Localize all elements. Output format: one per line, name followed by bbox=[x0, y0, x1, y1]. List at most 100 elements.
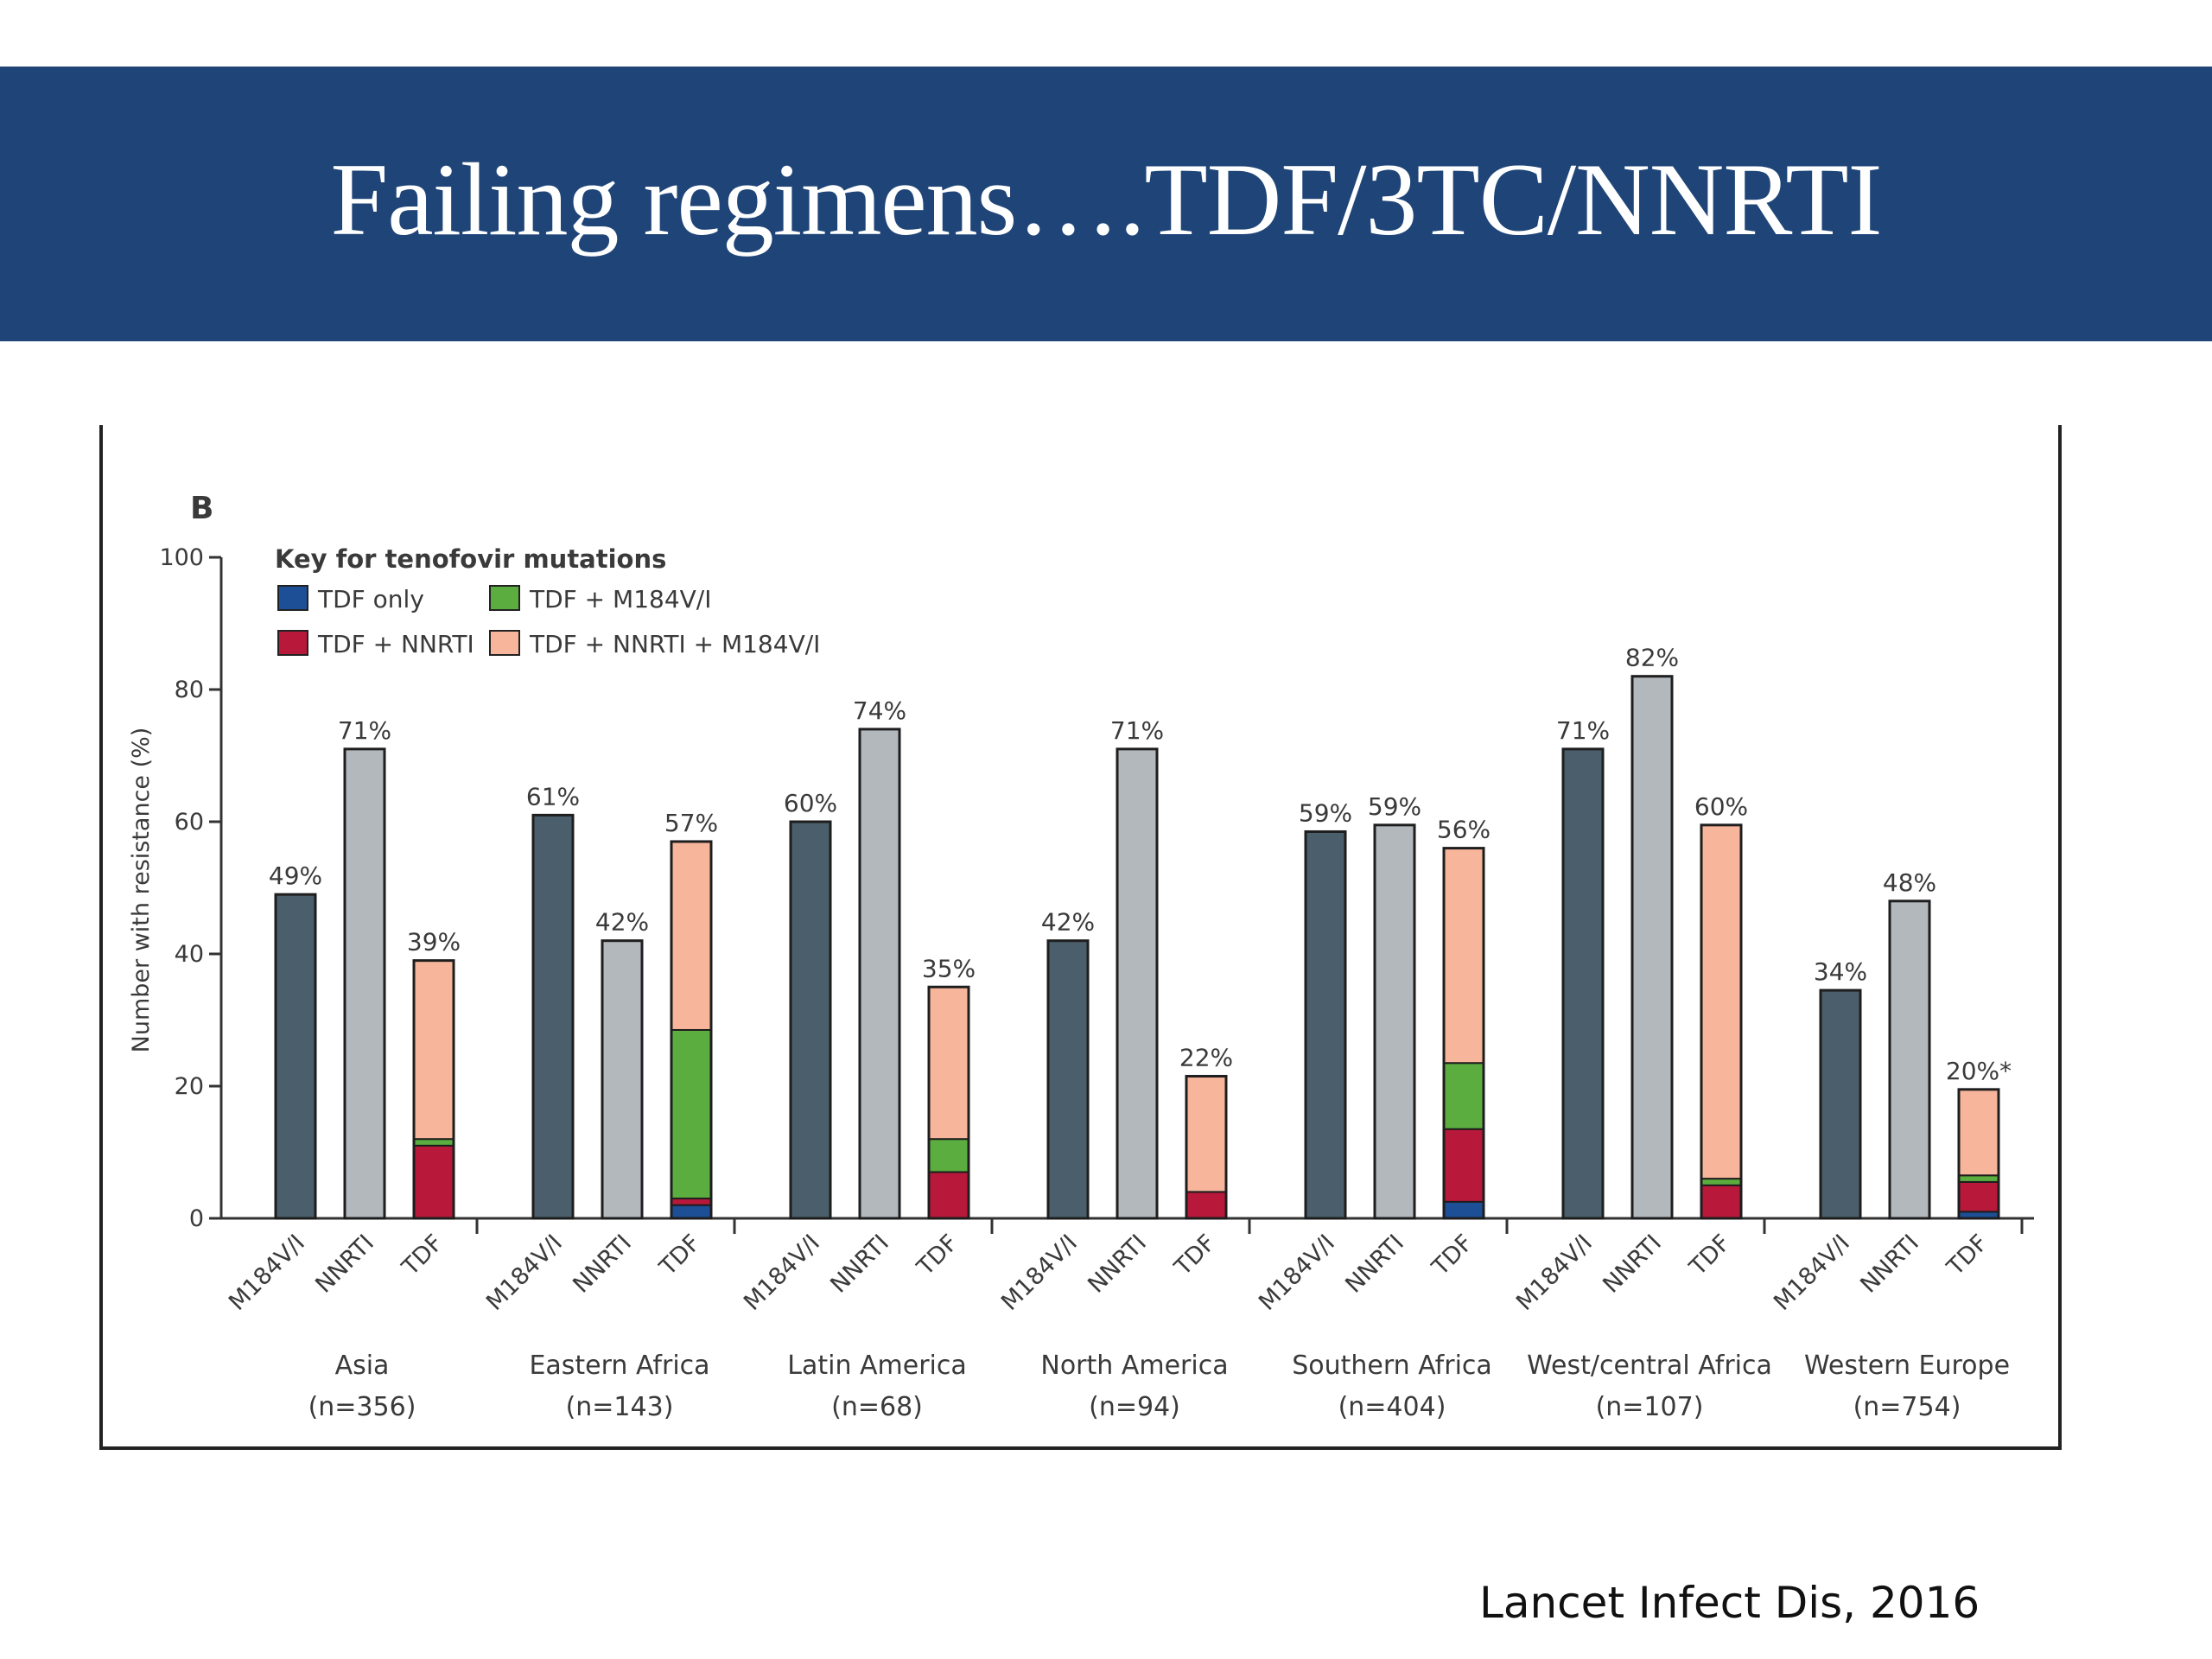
labels: 49%71%39%M184V/I NNRTI TDFAsia(n=356)61%42… bbox=[224, 644, 2012, 1422]
bar-nnrti bbox=[1888, 899, 1931, 1220]
x-category-label: NNRTI bbox=[310, 1230, 379, 1299]
x-category-label: NNRTI bbox=[1855, 1230, 1924, 1299]
bar-tdf-outline bbox=[670, 840, 713, 1220]
bar-tdf-segment bbox=[1443, 847, 1484, 1065]
bar-tdf-segment bbox=[671, 1198, 712, 1206]
bar-value-label: 71% bbox=[1110, 716, 1164, 745]
legend-label-tdf-m184: TDF + M184V/I bbox=[529, 585, 711, 613]
legend-swatch-tdf-nnrti-m184 bbox=[489, 630, 520, 656]
x-category-label: M184V/I bbox=[996, 1230, 1083, 1316]
bar-tdf-segment bbox=[413, 1144, 454, 1219]
group-n-label: (n=94) bbox=[1089, 1392, 1180, 1422]
bar-tdf-segment bbox=[671, 1204, 712, 1219]
panel-label: B bbox=[190, 491, 213, 526]
bar-m184 bbox=[1046, 939, 1090, 1220]
bar-value-label: 74% bbox=[853, 696, 906, 725]
group-name-label: Asia bbox=[335, 1351, 390, 1381]
group-name-label: Eastern Africa bbox=[529, 1351, 709, 1381]
bar-value-label: 57% bbox=[664, 809, 718, 837]
legend-swatch-tdf-m184 bbox=[489, 585, 520, 611]
x-category-label: TDF bbox=[654, 1230, 706, 1281]
bar-m184 bbox=[1561, 747, 1605, 1220]
x-category-label: TDF bbox=[912, 1230, 963, 1281]
bars bbox=[274, 675, 2000, 1220]
bar-m184 bbox=[1304, 830, 1347, 1220]
x-category-label: TDF bbox=[1427, 1230, 1478, 1281]
bar-m184 bbox=[1819, 988, 1862, 1220]
bar-tdf-segment bbox=[413, 1138, 454, 1147]
x-category-label: M184V/I bbox=[1511, 1230, 1598, 1316]
bar-tdf-segment bbox=[1700, 823, 1742, 1180]
y-tick-label: 20 bbox=[175, 1073, 204, 1100]
group-n-label: (n=68) bbox=[831, 1392, 923, 1422]
group-name-label: West/central Africa bbox=[1527, 1351, 1772, 1381]
bar-value-label: 22% bbox=[1179, 1044, 1233, 1072]
bar-tdf-segment bbox=[1958, 1180, 1999, 1213]
bar-tdf-segment bbox=[928, 986, 969, 1141]
bar-value-label: 60% bbox=[1694, 792, 1748, 821]
x-category-label: NNRTI bbox=[1340, 1230, 1409, 1299]
y-tick-label: 100 bbox=[159, 544, 204, 571]
group-n-label: (n=356) bbox=[308, 1392, 416, 1422]
x-category-label: M184V/I bbox=[224, 1230, 310, 1316]
y-tick-label: 0 bbox=[189, 1205, 204, 1232]
bar-m184 bbox=[274, 893, 317, 1220]
bar-tdf-segment bbox=[1958, 1174, 1999, 1183]
group-n-label: (n=107) bbox=[1596, 1392, 1704, 1422]
x-category-label: NNRTI bbox=[825, 1230, 894, 1299]
bar-tdf-outline bbox=[1442, 847, 1485, 1220]
bar-tdf-outline bbox=[1957, 1088, 2000, 1220]
bar-tdf-segment bbox=[1443, 1062, 1484, 1130]
bar-nnrti bbox=[601, 939, 644, 1220]
bar-value-label: 42% bbox=[595, 908, 649, 937]
x-category-label: TDF bbox=[1169, 1230, 1221, 1281]
group-name-label: North America bbox=[1040, 1351, 1228, 1381]
legend-label-tdf-nnrti: TDF + NNRTI bbox=[317, 630, 474, 658]
bar-tdf-segment bbox=[671, 840, 712, 1031]
x-category-label: TDF bbox=[1684, 1230, 1736, 1281]
x-category-label: M184V/I bbox=[739, 1230, 825, 1316]
bar-tdf-outline bbox=[412, 959, 455, 1220]
bar-tdf-outline bbox=[1185, 1075, 1228, 1220]
bar-tdf-segment bbox=[928, 1138, 969, 1173]
x-category-label: NNRTI bbox=[568, 1230, 637, 1299]
citation: Lancet Infect Dis, 2016 bbox=[1479, 1578, 1980, 1628]
chart-frame bbox=[99, 425, 2062, 1450]
x-category-label: NNRTI bbox=[1083, 1230, 1152, 1299]
bar-value-label: 35% bbox=[922, 954, 976, 982]
bar-tdf-segment bbox=[671, 1028, 712, 1200]
bar-value-label: 59% bbox=[1368, 792, 1421, 821]
slide-title: Failing regimens….TDF/3TC/NNRTI bbox=[330, 142, 1882, 257]
bar-tdf-segment bbox=[1185, 1191, 1227, 1220]
bar-value-label: 48% bbox=[1883, 868, 1936, 897]
bar-value-label: 82% bbox=[1625, 644, 1679, 672]
bar-value-label: 71% bbox=[338, 716, 391, 745]
bar-value-label: 56% bbox=[1437, 816, 1491, 844]
bar-tdf-segment bbox=[928, 1171, 969, 1219]
bar-value-label: 61% bbox=[526, 782, 580, 810]
group-n-label: (n=143) bbox=[566, 1392, 674, 1422]
legend-label-tdf-nnrti-m184: TDF + NNRTI + M184V/I bbox=[529, 630, 820, 658]
bar-value-label: 34% bbox=[1814, 957, 1867, 986]
legend-swatch-tdf-nnrti bbox=[277, 630, 308, 656]
y-tick-label: 40 bbox=[175, 941, 204, 968]
bar-tdf-segment bbox=[1958, 1088, 1999, 1177]
y-tick-label: 80 bbox=[175, 677, 204, 703]
bar-value-label: 59% bbox=[1299, 798, 1352, 827]
bar-value-label: 39% bbox=[407, 928, 461, 957]
bar-tdf-segment bbox=[1700, 1184, 1742, 1219]
x-category-label: TDF bbox=[1942, 1230, 1993, 1281]
bar-m184 bbox=[789, 820, 832, 1220]
legend: Key for tenofovir mutations TDF only TDF… bbox=[275, 544, 820, 658]
y-axis-label: Number with resistance (%) bbox=[128, 728, 155, 1053]
bar-nnrti bbox=[1630, 675, 1674, 1220]
bar-tdf-segment bbox=[1443, 1128, 1484, 1203]
bar-nnrti bbox=[1116, 747, 1159, 1220]
legend-title: Key for tenofovir mutations bbox=[275, 544, 666, 574]
x-category-label: M184V/I bbox=[1769, 1230, 1855, 1316]
group-n-label: (n=404) bbox=[1338, 1392, 1446, 1422]
bar-value-label: 49% bbox=[269, 861, 322, 890]
y-tick-label: 60 bbox=[175, 809, 204, 836]
bar-value-label: 71% bbox=[1556, 716, 1610, 745]
